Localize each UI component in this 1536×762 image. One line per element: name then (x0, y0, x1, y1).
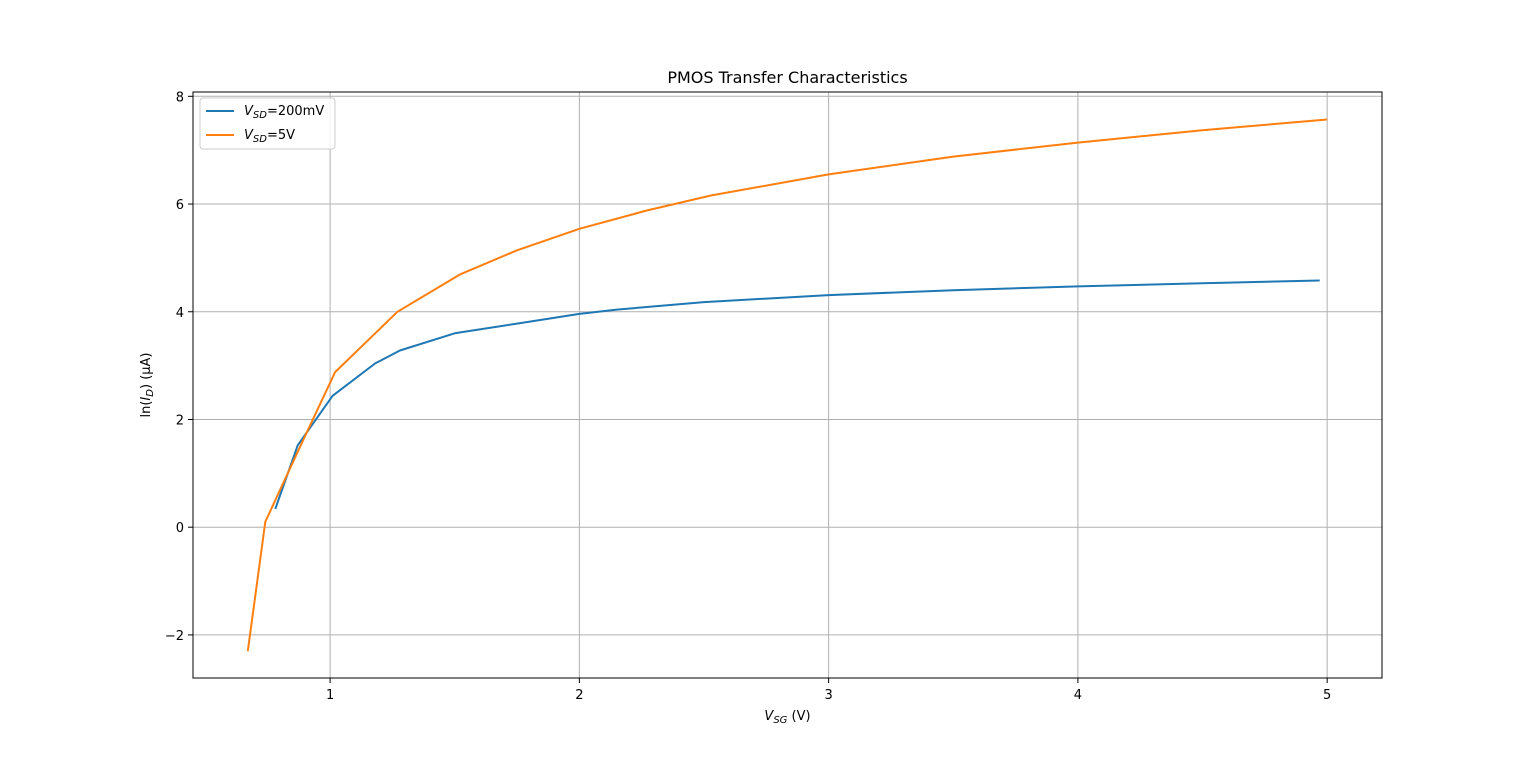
x-tick-label: 1 (326, 688, 334, 703)
y-tick-label: −2 (165, 629, 184, 644)
y-tick-label: 2 (176, 413, 184, 428)
x-axis-label-sub: SG (773, 715, 787, 726)
y-tick-label: 6 (176, 198, 184, 213)
x-axis-label: VSG (V) (764, 709, 810, 726)
y-axis-label-sub: D (145, 389, 156, 397)
y-axis-label-main: I (139, 397, 154, 401)
y-axis-label: ln(ID) (μA) (139, 353, 156, 418)
x-axis-label-suffix: (V) (787, 709, 810, 724)
chart-title: PMOS Transfer Characteristics (667, 68, 907, 87)
legend: VSD=200mV VSD=5V (199, 97, 336, 150)
x-tick-label: 2 (575, 688, 583, 703)
y-axis-label-prefix: ln( (139, 401, 154, 418)
grid-lines (193, 92, 1382, 678)
legend-label-vsd-5v: VSD=5V (244, 128, 295, 145)
y-tick-label: 0 (176, 521, 184, 536)
y-axis-label-suffix: ) (μA) (139, 353, 154, 390)
plot-series (246, 118, 1328, 652)
x-tick-label: 3 (824, 688, 832, 703)
x-axis-label-main: V (764, 709, 774, 724)
series-line-0 (274, 279, 1320, 510)
y-tick-label: 4 (176, 306, 184, 321)
x-tick-label: 4 (1074, 688, 1082, 703)
axis-ticks: 1 2 3 4 5 −2 0 2 4 6 8 (165, 90, 1331, 703)
series-line-1 (246, 118, 1328, 652)
y-tick-label: 8 (176, 90, 184, 105)
plot-frame (192, 91, 1383, 679)
x-tick-label: 5 (1323, 688, 1331, 703)
legend-label-vsd-200mv: VSD=200mV (244, 104, 324, 121)
